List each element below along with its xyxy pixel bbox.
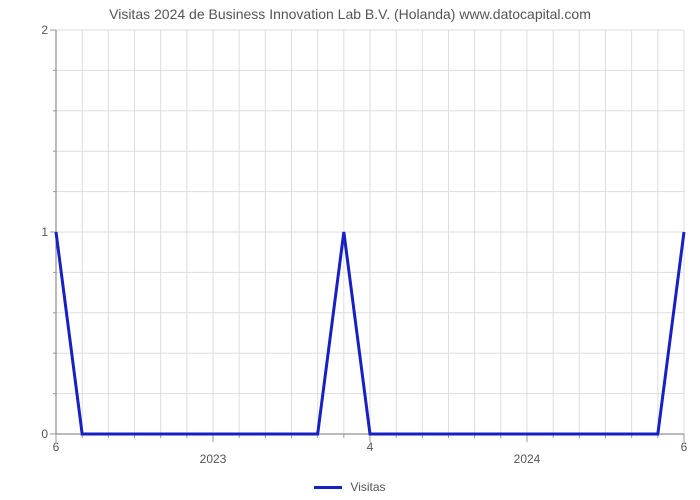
legend-swatch — [314, 486, 342, 489]
legend-item-visitas: Visitas — [314, 480, 385, 494]
x-year-label: 2023 — [200, 452, 227, 466]
legend-label: Visitas — [350, 480, 385, 494]
y-tick-label: 2 — [28, 23, 48, 37]
y-tick-label: 0 — [28, 427, 48, 441]
legend: Visitas — [0, 478, 700, 495]
chart-title: Visitas 2024 de Business Innovation Lab … — [0, 6, 700, 22]
plot-area — [56, 30, 684, 434]
x-year-label: 2024 — [514, 452, 541, 466]
x-tick-label: 6 — [53, 440, 60, 454]
x-tick-label: 6 — [681, 440, 688, 454]
y-tick-label: 1 — [28, 225, 48, 239]
chart-container: Visitas 2024 de Business Innovation Lab … — [0, 0, 700, 500]
x-tick-label: 4 — [367, 440, 374, 454]
plot-svg — [56, 30, 684, 456]
